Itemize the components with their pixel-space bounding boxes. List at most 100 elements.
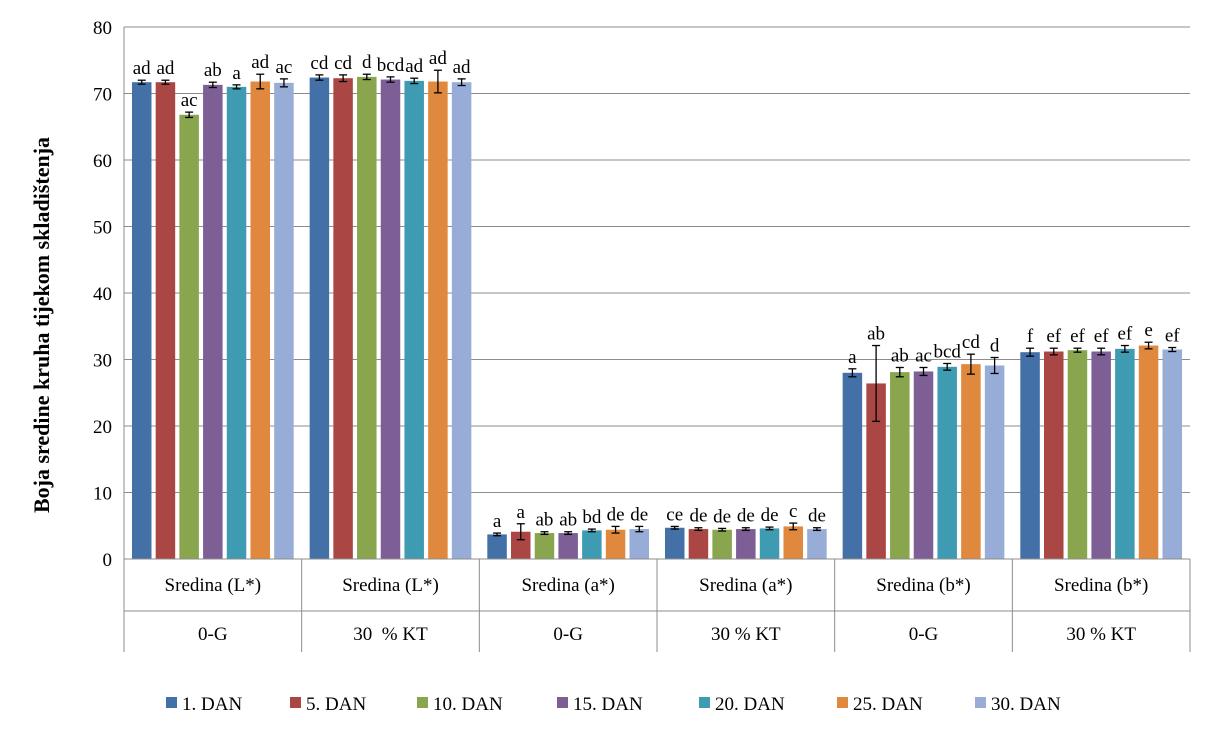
bar bbox=[380, 79, 401, 559]
data-label: de bbox=[761, 505, 779, 526]
bar bbox=[534, 533, 555, 559]
bar bbox=[1044, 351, 1064, 559]
data-label: a bbox=[517, 502, 526, 523]
bar bbox=[582, 530, 602, 559]
bar bbox=[487, 534, 507, 559]
data-label: ad bbox=[429, 48, 447, 69]
bar bbox=[712, 529, 732, 559]
bar bbox=[274, 82, 294, 560]
bar bbox=[1020, 352, 1040, 559]
bar bbox=[250, 81, 270, 559]
data-label: d bbox=[362, 52, 372, 73]
data-label: ac bbox=[275, 57, 292, 78]
legend-item-label: 5. DAN bbox=[306, 694, 366, 715]
bar bbox=[759, 528, 780, 559]
x-category-label: Sredina (L*) bbox=[165, 575, 262, 596]
bars bbox=[131, 76, 1183, 560]
x-group-label: 30 % KT bbox=[353, 624, 428, 645]
bar bbox=[226, 86, 247, 559]
y-tick-label: 10 bbox=[93, 484, 112, 505]
data-label: ce bbox=[666, 504, 683, 525]
data-label: ad bbox=[133, 58, 151, 79]
y-tick-label: 60 bbox=[93, 151, 112, 172]
y-tick-label: 70 bbox=[93, 85, 112, 106]
bar bbox=[984, 365, 1005, 559]
data-label: d bbox=[990, 336, 1000, 357]
bar bbox=[309, 77, 330, 559]
axes: 0 10 20 30 40 50 60 70 80 Sredina (L*) 0-G Sredina … bbox=[93, 18, 1191, 652]
data-label: cd bbox=[310, 53, 328, 74]
data-label: ad bbox=[453, 57, 471, 78]
bar bbox=[131, 82, 152, 559]
data-label: f bbox=[1027, 326, 1034, 347]
bar bbox=[866, 383, 886, 559]
x-category-label: Sredina (b*) bbox=[1054, 575, 1148, 596]
x-category-label: Sredina (b*) bbox=[876, 575, 970, 596]
bar bbox=[605, 529, 626, 559]
legend-swatch bbox=[290, 697, 301, 708]
x-group-label: 30 % KT bbox=[1066, 624, 1136, 645]
data-label: ab bbox=[535, 510, 553, 531]
data-label: ef bbox=[1094, 326, 1109, 347]
data-label: de bbox=[630, 504, 648, 525]
bar bbox=[783, 526, 803, 559]
data-label: ad bbox=[405, 56, 423, 77]
data-label: ab bbox=[204, 60, 222, 81]
data-label: a bbox=[493, 511, 502, 532]
x-group-label: 0-G bbox=[553, 624, 583, 645]
bar bbox=[736, 529, 756, 559]
legend-swatch bbox=[699, 697, 710, 708]
y-tick-label: 0 bbox=[103, 550, 113, 571]
legend-item-label: 15. DAN bbox=[573, 694, 643, 715]
data-label: ef bbox=[1070, 326, 1085, 347]
data-label: de bbox=[808, 506, 826, 527]
bar bbox=[1067, 350, 1088, 559]
bar bbox=[688, 529, 709, 559]
error-bars bbox=[137, 69, 1177, 541]
x-category-label: Sredina (a*) bbox=[521, 575, 614, 596]
legend-item-label: 1. DAN bbox=[182, 694, 242, 715]
bar bbox=[937, 366, 957, 559]
y-tick-label: 40 bbox=[93, 284, 112, 305]
gridlines bbox=[124, 26, 1190, 493]
data-label: ac bbox=[915, 345, 932, 366]
data-label: c bbox=[789, 501, 797, 522]
bar bbox=[428, 81, 448, 559]
data-label: de bbox=[689, 506, 707, 527]
legend-item-label: 10. DAN bbox=[433, 694, 503, 715]
legend-item-label: 30. DAN bbox=[991, 694, 1061, 715]
data-label: de bbox=[607, 504, 625, 525]
bar bbox=[664, 527, 685, 559]
bar bbox=[404, 80, 424, 560]
bar bbox=[333, 78, 353, 559]
x-group-label: 0-G bbox=[909, 624, 939, 645]
bar bbox=[451, 82, 472, 559]
data-label: ad bbox=[156, 58, 174, 79]
bar bbox=[1091, 351, 1111, 559]
data-label: de bbox=[737, 506, 755, 527]
data-label: bcd bbox=[377, 55, 405, 76]
bar bbox=[629, 529, 650, 559]
bar bbox=[842, 372, 863, 559]
bar bbox=[203, 84, 223, 559]
y-axis-label: Boja sredine kruha tijekom skladištenja bbox=[29, 137, 54, 513]
x-category-label: Sredina (a*) bbox=[699, 575, 792, 596]
legend-swatch bbox=[166, 697, 177, 708]
data-label: ef bbox=[1046, 326, 1061, 347]
legend-item-label: 20. DAN bbox=[715, 694, 785, 715]
legend-item-label: 25. DAN bbox=[853, 694, 923, 715]
data-label: de bbox=[713, 506, 731, 527]
legend-swatch bbox=[975, 697, 986, 708]
bar bbox=[179, 114, 199, 559]
data-label: ef bbox=[1117, 324, 1132, 345]
x-group-label: 0-G bbox=[198, 624, 228, 645]
bar bbox=[511, 531, 531, 559]
data-label: ab bbox=[891, 345, 909, 366]
x-group-label: 30 % KT bbox=[711, 624, 781, 645]
legend-swatch bbox=[837, 697, 848, 708]
data-label: ab bbox=[559, 510, 577, 531]
data-label: e bbox=[1144, 320, 1152, 341]
